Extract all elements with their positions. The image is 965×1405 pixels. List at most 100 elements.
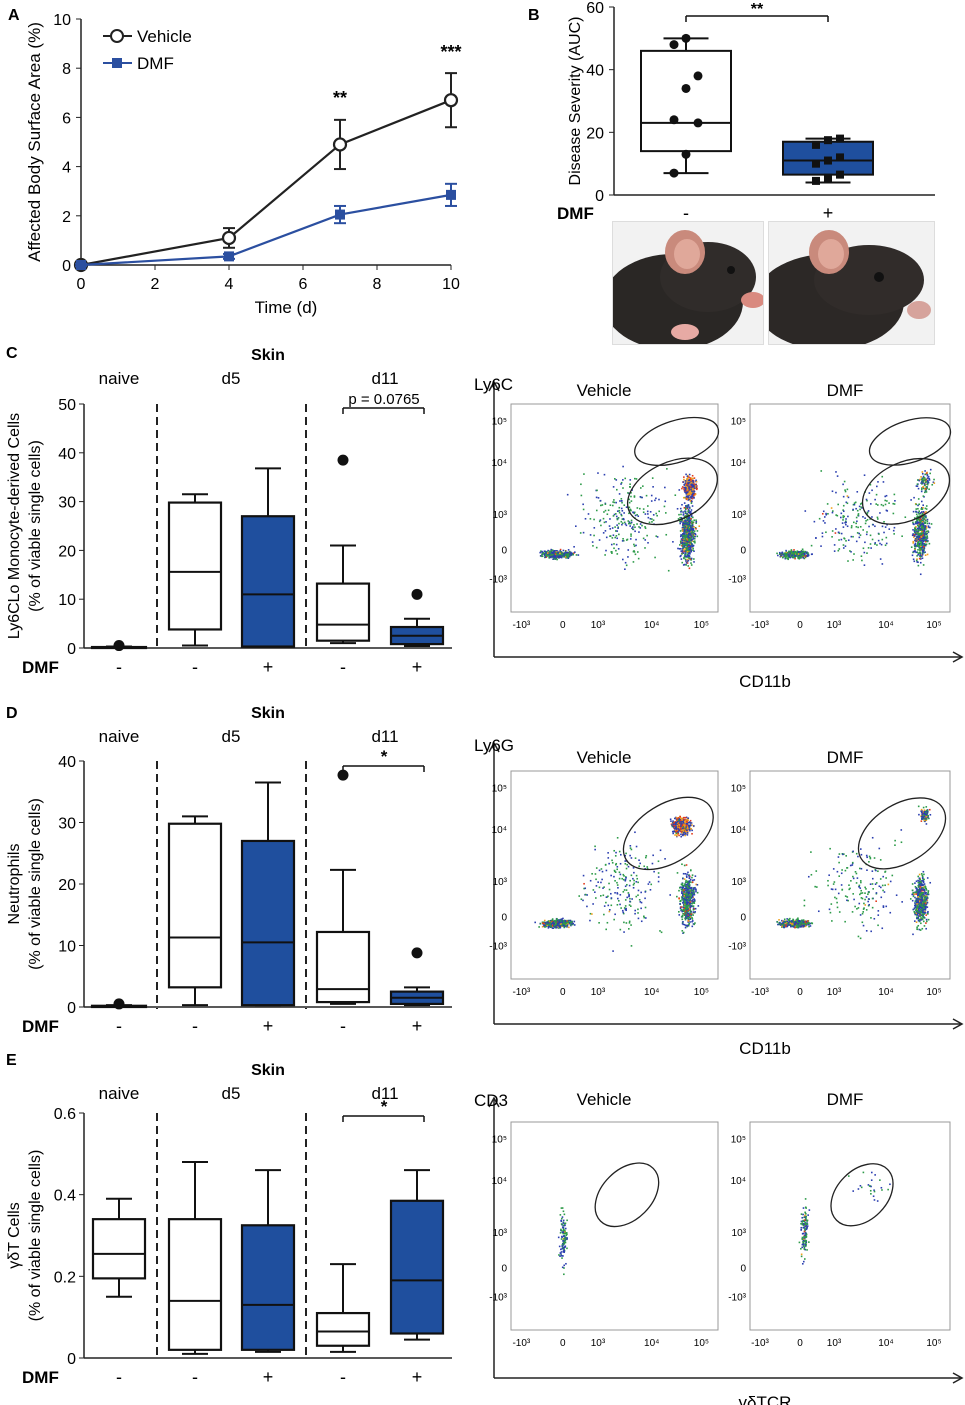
flow-event xyxy=(635,538,637,541)
data-point xyxy=(836,170,844,179)
flow-event xyxy=(688,885,691,888)
flow-event xyxy=(680,908,683,911)
flow-event xyxy=(813,520,816,523)
flow-event xyxy=(623,931,625,933)
flow-event xyxy=(840,538,843,541)
flow-event xyxy=(599,519,602,521)
flow-event xyxy=(917,518,919,521)
flow-event xyxy=(691,824,693,826)
section-label-d5: d5 xyxy=(222,727,241,746)
flow-x-tick-label: 10³ xyxy=(591,620,606,631)
flow-event xyxy=(781,556,784,559)
flow-event xyxy=(685,540,687,542)
flow-event xyxy=(692,914,694,916)
flow-event xyxy=(859,525,862,528)
significance-marker: ** xyxy=(751,1,764,18)
flow-event xyxy=(561,925,563,927)
flow-event xyxy=(690,488,693,491)
flow-event xyxy=(551,924,554,927)
flow-event xyxy=(850,526,853,529)
flow-event xyxy=(655,512,658,515)
flow-event xyxy=(686,880,689,883)
flow-event xyxy=(685,521,688,523)
flow-event xyxy=(922,517,924,520)
flow-event xyxy=(687,827,689,830)
flow-event xyxy=(925,515,927,517)
flow-event xyxy=(685,887,688,889)
flow-event xyxy=(643,865,646,868)
flow-event xyxy=(690,896,692,898)
flow-y-tick-label: 10⁴ xyxy=(492,825,507,836)
flow-event xyxy=(592,889,595,891)
flow-event xyxy=(619,903,621,906)
flow-event xyxy=(672,832,675,835)
flow-event xyxy=(862,515,864,518)
flow-event xyxy=(696,883,699,886)
data-point xyxy=(836,153,844,162)
flow-event xyxy=(683,524,686,527)
flow-event xyxy=(595,878,597,881)
flow-event xyxy=(885,542,888,545)
flow-event xyxy=(686,899,688,902)
flow-event xyxy=(859,503,862,505)
flow-event xyxy=(551,918,554,920)
flow-event xyxy=(541,551,543,554)
flow-event xyxy=(688,482,691,485)
flow-event xyxy=(687,547,689,550)
flow-event xyxy=(566,921,568,924)
flow-event xyxy=(688,498,691,500)
flow-event xyxy=(594,845,596,848)
flow-event xyxy=(686,495,689,497)
flow-event xyxy=(855,540,858,543)
flow-event xyxy=(684,897,687,900)
flow-event xyxy=(616,524,618,526)
flow-event xyxy=(685,491,688,494)
data-point xyxy=(693,71,703,81)
flow-y-tick-label: 0 xyxy=(501,546,507,557)
flow-event xyxy=(684,821,686,824)
flow-event xyxy=(915,533,917,536)
flow-event xyxy=(842,504,845,507)
flow-event xyxy=(920,519,923,522)
flow-event xyxy=(675,828,677,831)
flow-event xyxy=(921,508,924,510)
flow-event xyxy=(627,520,630,522)
flow-event xyxy=(687,504,690,506)
flow-event xyxy=(688,894,690,897)
flow-event xyxy=(788,555,791,558)
group-label: DMF xyxy=(22,658,59,677)
flow-event xyxy=(622,465,624,468)
flow-event xyxy=(695,480,698,483)
flow-event xyxy=(681,915,683,918)
flow-event xyxy=(680,558,683,560)
flow-event xyxy=(566,557,568,559)
flow-event xyxy=(915,525,917,528)
flow-event xyxy=(561,554,564,557)
flow-event xyxy=(682,923,685,926)
flow-event xyxy=(683,833,685,836)
flow-event xyxy=(646,534,648,537)
flow-event xyxy=(551,923,554,926)
flow-event xyxy=(920,529,923,532)
flow-event xyxy=(556,556,559,558)
flow-event xyxy=(619,928,622,931)
flow-event xyxy=(651,477,654,479)
flow-event xyxy=(676,818,679,821)
flow-event xyxy=(687,533,690,536)
flow-event xyxy=(919,558,922,560)
flow-event xyxy=(686,821,688,823)
flow-event xyxy=(690,485,692,488)
data-point xyxy=(693,118,703,128)
flow-event xyxy=(680,906,683,908)
flow-event xyxy=(865,533,868,536)
flow-event xyxy=(922,537,925,540)
flow-event xyxy=(921,511,923,513)
flow-event xyxy=(602,532,605,534)
flow-event xyxy=(794,557,796,560)
flow-event xyxy=(679,535,682,538)
flow-event xyxy=(657,860,660,863)
flow-event xyxy=(559,551,562,553)
flow-event xyxy=(672,825,675,828)
flow-event xyxy=(921,525,924,528)
flow-event xyxy=(689,488,691,490)
